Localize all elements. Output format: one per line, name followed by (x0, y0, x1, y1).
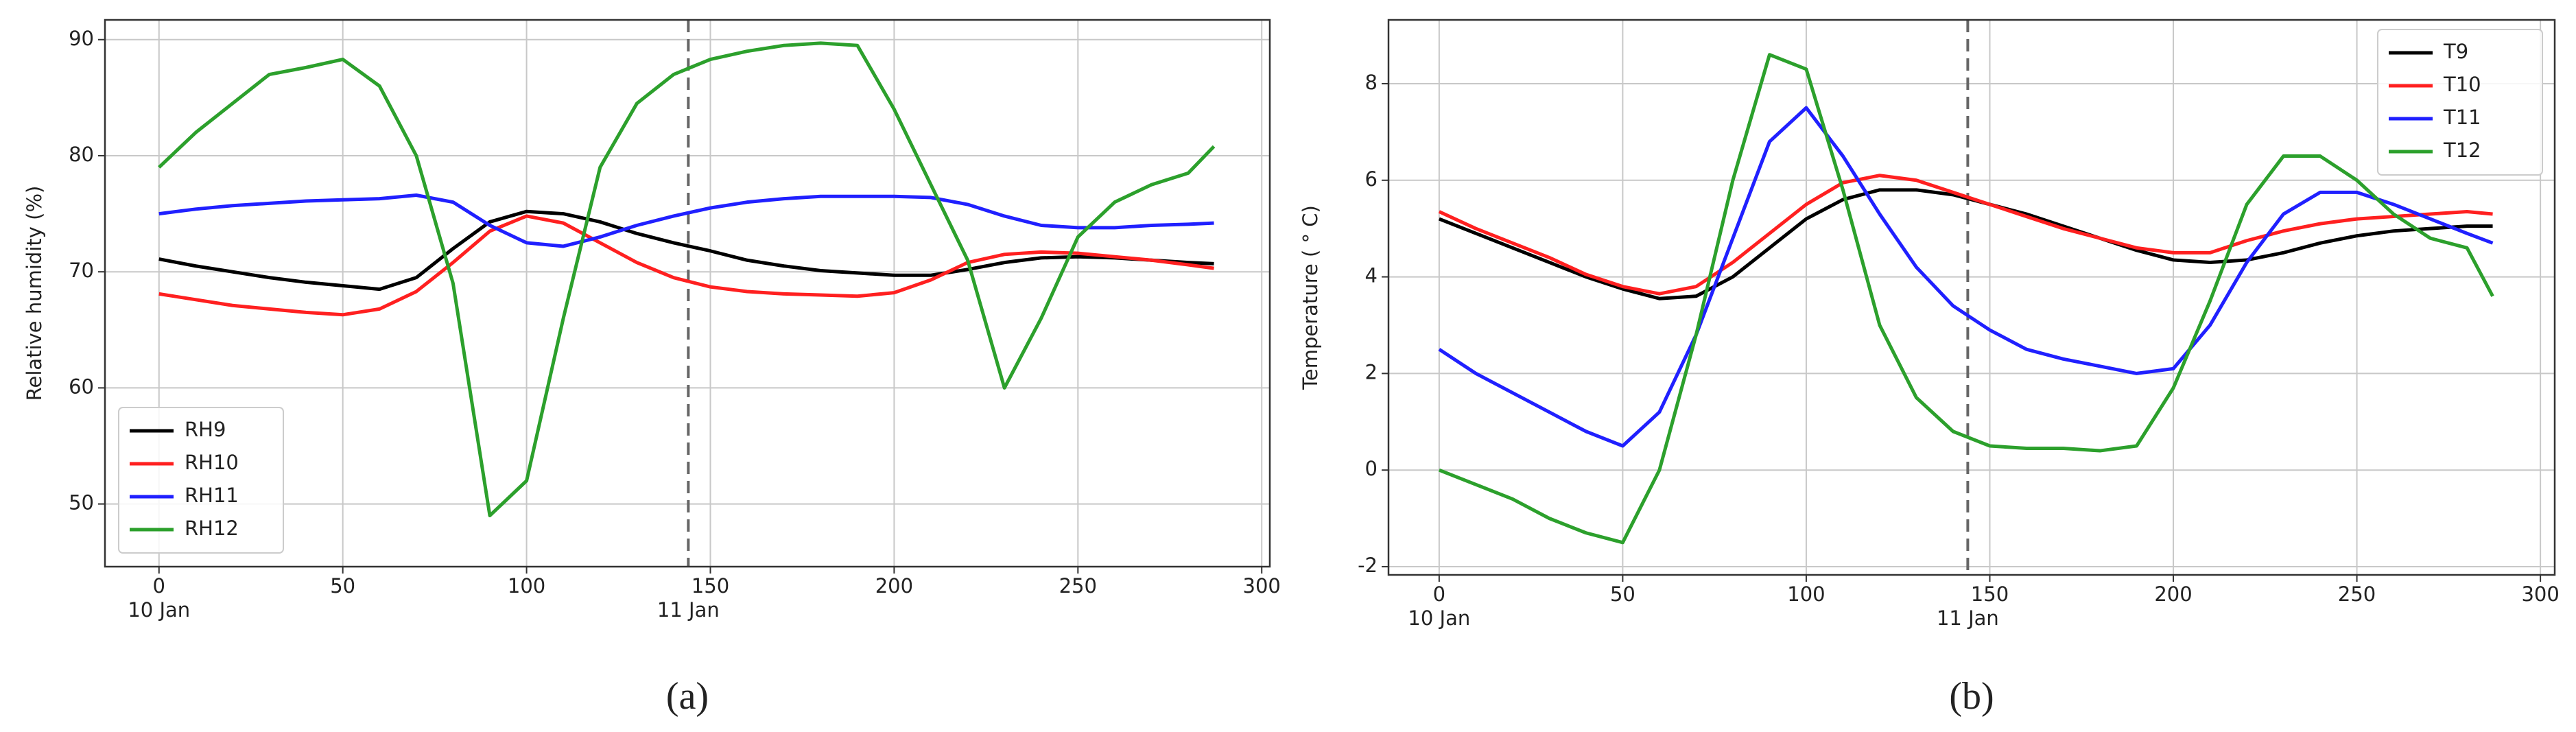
series-line (158, 41, 1216, 518)
x-tick-label: 100 (1787, 582, 1825, 606)
x-tick-label: 50 (330, 574, 355, 598)
x-tick-label: 100 (508, 574, 545, 598)
legend-label: RH9 (185, 418, 226, 441)
legend-label: T11 (2443, 106, 2481, 129)
y-tick-label: -2 (1358, 554, 1378, 577)
x-tick-label: 150 (692, 574, 729, 598)
panel-label: (a) (666, 675, 709, 718)
y-axis-label: Temperature ( ° C) (1299, 205, 1322, 390)
x-tick-label: 0 (153, 574, 165, 598)
y-tick-label: 0 (1365, 457, 1378, 480)
y-tick-label: 6 (1365, 167, 1378, 191)
series-line (1438, 106, 2494, 448)
series-line (1438, 174, 2493, 296)
x-tick-label: 50 (1610, 582, 1635, 606)
legend-label: T9 (2443, 40, 2468, 63)
x-tick-label: 250 (1059, 574, 1097, 598)
y-tick-label: 80 (69, 143, 94, 166)
x-tick-label: 0 (1433, 582, 1445, 606)
x-tick-label: 250 (2338, 582, 2376, 606)
plot-frame (104, 19, 1271, 568)
series-line (158, 214, 1214, 317)
panel-label: (b) (1949, 675, 1994, 718)
legend-label: RH12 (185, 517, 239, 540)
legend-label: RH11 (185, 484, 239, 507)
date-label: 10 Jan (1408, 606, 1470, 630)
series-line (158, 209, 1214, 292)
x-tick-label: 200 (875, 574, 913, 598)
y-tick-label: 90 (69, 27, 94, 50)
series-line (1438, 53, 2494, 545)
legend-label: T10 (2443, 73, 2481, 96)
x-tick-label: 150 (1971, 582, 2009, 606)
y-tick-label: 70 (69, 259, 94, 282)
x-tick-label: 300 (2521, 582, 2559, 606)
legend-box (118, 407, 284, 554)
plot-frame (1387, 19, 2556, 576)
date-label: 11 Jan (657, 598, 720, 622)
x-tick-label: 300 (1243, 574, 1281, 598)
date-label: 11 Jan (1937, 606, 1999, 630)
legend-box (2377, 29, 2543, 176)
legend-label: T12 (2443, 139, 2481, 162)
y-tick-label: 2 (1365, 360, 1378, 383)
series-line (1438, 188, 2493, 300)
y-tick-label: 60 (69, 375, 94, 398)
y-tick-label: 8 (1365, 71, 1378, 94)
y-tick-label: 4 (1365, 264, 1378, 287)
y-axis-label: Relative humidity (%) (23, 186, 46, 401)
y-tick-label: 50 (69, 491, 94, 515)
x-tick-label: 200 (2154, 582, 2192, 606)
date-label: 10 Jan (128, 598, 190, 622)
legend-label: RH10 (185, 451, 239, 474)
series-line (158, 193, 1214, 248)
